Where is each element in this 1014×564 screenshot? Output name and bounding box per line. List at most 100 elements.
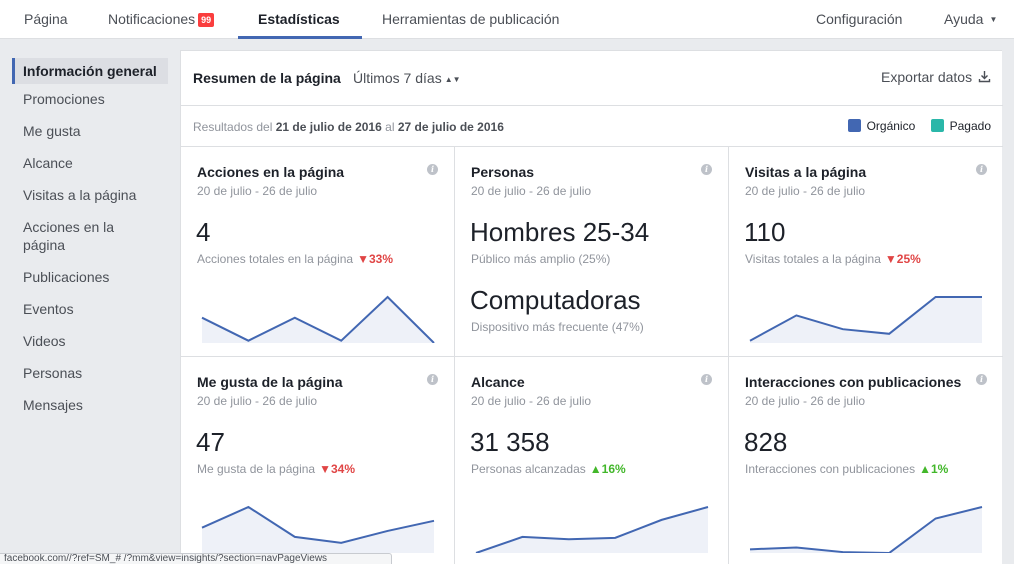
card-desc: Interacciones con publicaciones ▲1% (745, 462, 948, 476)
date-range: Resultados del 21 de julio de 2016 al 27… (193, 120, 504, 134)
card-value: Hombres 25-34 (470, 217, 650, 247)
card-title: Acciones en la página (197, 164, 345, 180)
sidebar-item-label: Personas (23, 365, 83, 381)
card-value-secondary: Computadoras (470, 285, 641, 315)
range-end: 27 de julio de 2016 (397, 120, 504, 134)
sidebar-item-eventos[interactable]: Eventos (12, 300, 74, 318)
tab-label: Herramientas de publicación (382, 11, 560, 27)
organic-swatch (847, 119, 861, 132)
sidebar-item-personas[interactable]: Personas (12, 364, 82, 382)
sidebar-item-label: Visitas a la página (23, 187, 137, 203)
card-date: 20 de julio - 26 de julio (197, 394, 318, 408)
card-alcance[interactable]: Alcance i 20 de julio - 26 de julio 31 3… (455, 357, 729, 564)
card-value: 4 (196, 217, 211, 247)
legend: Orgánico Pagado (836, 119, 991, 133)
change-indicator: ▲16% (589, 462, 626, 476)
export-data-button[interactable]: Exportar datos (881, 69, 991, 85)
legend-organic: Orgánico (847, 119, 916, 133)
info-icon[interactable]: i (427, 374, 438, 385)
legend-paid: Pagado (930, 119, 991, 133)
sidebar-item-visitas[interactable]: Visitas a la página (12, 186, 136, 204)
sparkline-area (202, 297, 434, 343)
sidebar-item-me-gusta[interactable]: Me gusta (12, 122, 81, 140)
sparkline-line (475, 506, 709, 553)
period-label: Últimos 7 días (353, 70, 442, 86)
sparkline-line (749, 296, 982, 342)
sidebar-item-label: Alcance (23, 155, 73, 171)
sparkline (475, 506, 709, 553)
sidebar-item-label: Eventos (23, 301, 74, 317)
sidebar-item-label: Me gusta (23, 123, 81, 139)
up-down-arrows-icon: ▲▼ (444, 75, 461, 84)
info-icon[interactable]: i (976, 374, 987, 385)
results-bar: Resultados del 21 de julio de 2016 al 27… (181, 107, 1003, 147)
card-title: Personas (471, 164, 535, 180)
tab-pagina[interactable]: Página (24, 0, 68, 39)
sidebar-item-acciones[interactable]: Acciones en la página (12, 218, 132, 254)
range-start: 21 de julio de 2016 (275, 120, 382, 134)
info-icon[interactable]: i (701, 374, 712, 385)
active-tab-underline (238, 36, 362, 39)
period-selector[interactable]: Últimos 7 días ▲▼ (353, 70, 461, 86)
tab-notificaciones[interactable]: Notificaciones 99 (108, 0, 215, 39)
card-date: 20 de julio - 26 de julio (745, 394, 866, 408)
panel-header: Resumen de la página Últimos 7 días ▲▼ Ex… (181, 51, 1003, 106)
change-indicator: ▼33% (357, 252, 394, 266)
sidebar-item-label: Publicaciones (23, 269, 110, 285)
tab-herramientas[interactable]: Herramientas de publicación (382, 0, 559, 39)
card-desc-secondary: Dispositivo más frecuente (47%) (471, 320, 644, 334)
change-value: 25% (896, 252, 921, 266)
card-interacciones[interactable]: Interacciones con publicaciones i 20 de … (729, 357, 1003, 564)
card-desc: Acciones totales en la página ▼33% (197, 252, 393, 266)
change-value: 34% (330, 462, 356, 476)
info-icon[interactable]: i (427, 164, 438, 175)
sidebar-item-informacion-general[interactable]: Información general (12, 58, 168, 84)
legend-label: Orgánico (866, 119, 916, 133)
export-label: Exportar datos (881, 69, 973, 85)
sidebar-item-videos[interactable]: Videos (12, 332, 66, 350)
legend-label: Pagado (949, 119, 991, 133)
info-icon[interactable]: i (976, 164, 987, 175)
card-me-gusta[interactable]: Me gusta de la página i 20 de julio - 26… (181, 357, 455, 564)
sidebar-item-label: Información general (23, 63, 157, 79)
sidebar-item-publicaciones[interactable]: Publicaciones (12, 268, 109, 286)
sparkline-area (476, 507, 708, 553)
configuracion-link[interactable]: Configuración (816, 0, 902, 39)
card-desc: Visitas totales a la página ▼25% (745, 252, 921, 266)
card-date: 20 de julio - 26 de julio (471, 394, 592, 408)
sidebar-item-mensajes[interactable]: Mensajes (12, 396, 83, 414)
sparkline (749, 506, 983, 553)
sparkline (749, 296, 982, 343)
desc-text: Visitas totales a la página (745, 252, 881, 266)
change-value: 16% (601, 462, 626, 476)
card-desc: Público más amplio (25%) (471, 252, 611, 266)
panel-title: Resumen de la página (193, 70, 341, 86)
card-title: Alcance (471, 374, 525, 390)
card-title: Me gusta de la página (197, 374, 343, 390)
ayuda-menu[interactable]: Ayuda ▼ (944, 0, 997, 39)
link-label: Ayuda (944, 11, 984, 27)
link-label: Configuración (816, 11, 903, 27)
sparkline (201, 505, 435, 553)
card-acciones[interactable]: Acciones en la página i 20 de julio - 26… (181, 147, 455, 357)
sparkline-area (750, 297, 982, 343)
tab-label: Página (24, 11, 68, 27)
tab-estadisticas[interactable]: Estadísticas (258, 0, 340, 39)
card-title: Visitas a la página (745, 164, 867, 180)
card-title: Interacciones con publicaciones (745, 374, 962, 390)
tab-label: Estadísticas (258, 11, 340, 27)
sparkline-area (202, 507, 434, 553)
card-visitas[interactable]: Visitas a la página i 20 de julio - 26 d… (729, 147, 1003, 357)
card-date: 20 de julio - 26 de julio (745, 184, 866, 198)
sidebar-item-promociones[interactable]: Promociones (12, 90, 105, 108)
card-personas[interactable]: Personas i 20 de julio - 26 de julio Hom… (455, 147, 729, 357)
sparkline-line (201, 295, 435, 343)
sidebar-item-alcance[interactable]: Alcance (12, 154, 73, 172)
info-icon[interactable]: i (701, 164, 712, 175)
sidebar-item-label: Mensajes (23, 397, 83, 413)
card-date: 20 de julio - 26 de julio (471, 184, 592, 198)
download-icon (978, 71, 991, 83)
paid-swatch (930, 119, 944, 132)
range-prefix: Resultados del (193, 120, 273, 134)
sparkline-area (750, 507, 982, 553)
